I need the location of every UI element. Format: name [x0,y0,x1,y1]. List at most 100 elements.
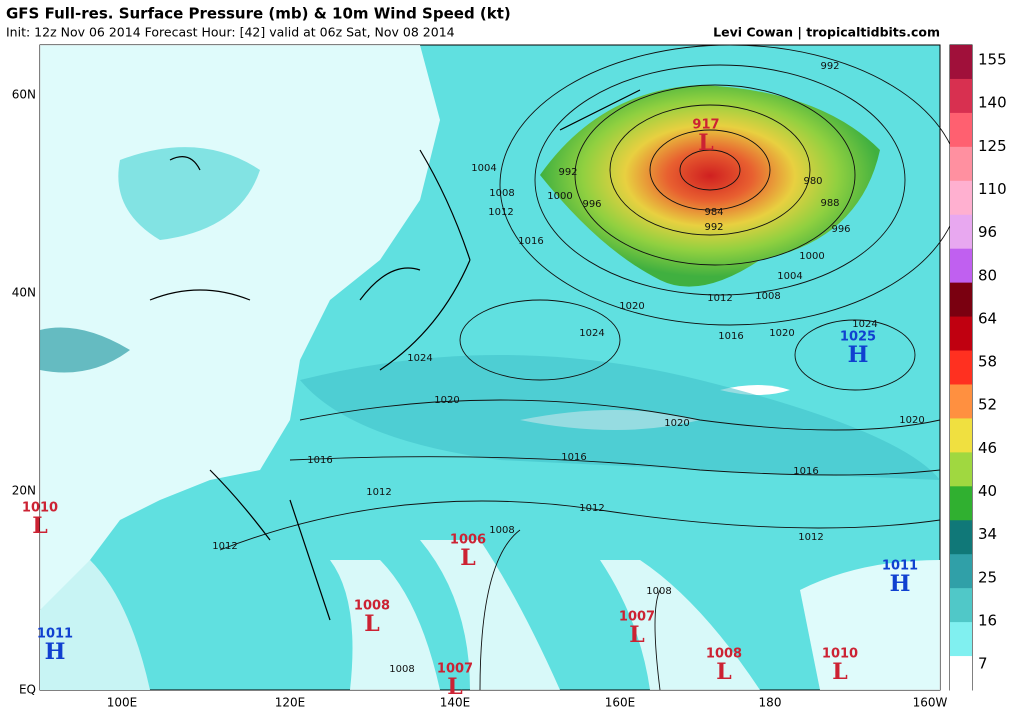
colorbar-label: 64 [978,309,997,327]
colorbar-label: 155 [978,51,1007,69]
contour-label: 996 [831,224,850,235]
colorbar-label: 140 [978,94,1007,112]
colorbar-segment [950,214,972,250]
colorbar-segment [950,78,972,114]
colorbar-segment [950,622,972,657]
contour-label: 1016 [793,466,818,477]
colorbar-label: 34 [978,525,997,543]
contour-label: 1000 [799,251,824,262]
contour-label: 1020 [769,328,794,339]
contour-label: 992 [820,61,839,72]
land-shading [40,560,150,690]
contour-label: 984 [704,207,723,218]
lon-label: 120E [275,696,306,710]
wind-patch [40,327,130,373]
contour-label: 1008 [389,664,414,675]
colorbar-segment [950,180,972,216]
contour-label: 1008 [755,291,780,302]
colorbar-label: 25 [978,568,997,586]
contour-label: 1024 [579,328,604,339]
colorbar-label: 7 [978,655,988,673]
colorbar-segment [950,384,972,419]
contour-label: 1012 [366,487,391,498]
center-pressure: 1008 [706,647,742,662]
colorbar-segment [950,486,972,521]
colorbar-label: 110 [978,180,1007,198]
center-pressure: 1010 [822,647,858,662]
contour-label: 1004 [777,271,802,282]
lat-label: EQ [19,683,36,697]
center-symbol: L [832,659,847,685]
colorbar-segment [950,520,972,555]
center-pressure: 1010 [22,501,58,516]
contour-label: 1016 [307,455,332,466]
contour-label: 1008 [646,586,671,597]
contour-label: 980 [803,176,822,187]
colorbar-segment [950,316,972,352]
colorbar-label: 58 [978,353,997,371]
contour-label: 992 [558,167,577,178]
center-pressure: 1011 [882,559,918,574]
title: GFS Full-res. Surface Pressure (mb) & 10… [6,5,511,23]
center-symbol: H [848,342,869,368]
lon-label: 100E [107,696,138,710]
center-pressure: 1025 [840,330,876,345]
contour-label: 1020 [664,418,689,429]
calm-area [420,540,560,690]
contour-label: 1024 [852,319,877,330]
coastline [149,89,641,621]
contour-label: 1008 [489,525,514,536]
colorbar-segment [950,282,972,318]
center-symbol: H [890,571,911,597]
contour-label: 1016 [561,452,586,463]
center-symbol: L [460,545,475,571]
center-symbol: L [716,659,731,685]
contour-label: 1020 [619,301,644,312]
map-area [39,44,961,691]
lat-label: 60N [12,88,36,102]
center-symbol: L [364,611,379,637]
colorbar-segment [950,656,972,691]
contour-label: 1020 [434,395,459,406]
center-pressure: 1007 [619,610,655,625]
contour-label: 1012 [707,293,732,304]
contour-label: 1004 [471,163,496,174]
calm-area [800,560,940,690]
wind-band [300,355,940,480]
lon-label: 140E [440,696,471,710]
center-symbol: L [32,513,47,539]
contour-label: 1008 [489,188,514,199]
contour-label: 992 [704,222,723,233]
lat-label: 40N [12,286,36,300]
contour-label: 988 [820,198,839,209]
colorbar-label: 52 [978,396,997,414]
contour-label: 1016 [518,236,543,247]
colorbar-segment [950,350,972,385]
calm-area [330,560,440,690]
contour-label: 1012 [579,503,604,514]
colorbar-segment [950,452,972,487]
colorbar-segment [950,418,972,453]
contour-label: 1020 [899,415,924,426]
colorbar-segment [950,146,972,182]
lon-label: 180 [759,696,782,710]
subtitle: Init: 12z Nov 06 2014 Forecast Hour: [42… [6,25,455,40]
wind-patch [118,147,260,240]
lon-label: 160W [913,696,948,710]
center-pressure: 1008 [354,599,390,614]
center-pressure: 1006 [450,533,486,548]
center-symbol: H [45,639,66,665]
lat-label: 20N [12,484,36,498]
colorbar-label: 16 [978,611,997,629]
colorbar-segment [950,112,972,148]
center-symbol: L [629,622,644,648]
contour-label: 1024 [407,353,432,364]
colorbar-segment [950,45,972,80]
contour-label: 1012 [798,532,823,543]
colorbar-segment [950,554,972,589]
colorbar-label: 96 [978,223,997,241]
center-pressure: 1007 [437,662,473,677]
colorbar-label: 125 [978,137,1007,155]
center-pressure: 917 [692,118,719,133]
